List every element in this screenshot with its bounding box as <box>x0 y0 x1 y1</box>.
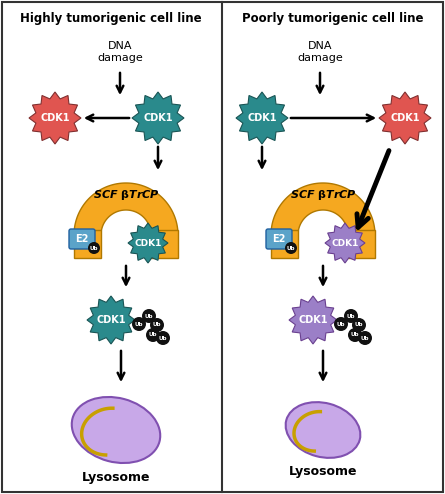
Text: Ub: Ub <box>153 323 161 328</box>
FancyBboxPatch shape <box>69 229 95 249</box>
Ellipse shape <box>286 402 360 458</box>
Text: Ub: Ub <box>355 323 363 328</box>
Polygon shape <box>271 183 375 233</box>
Text: Ub: Ub <box>145 314 153 319</box>
Polygon shape <box>348 231 375 258</box>
Text: Ub: Ub <box>347 314 355 319</box>
Text: Poorly tumorigenic cell line: Poorly tumorigenic cell line <box>242 11 424 25</box>
Text: CDK1: CDK1 <box>40 113 70 123</box>
Circle shape <box>352 318 366 332</box>
Text: Ub: Ub <box>149 332 157 337</box>
Text: Ub: Ub <box>361 335 369 340</box>
Text: E2: E2 <box>272 234 286 244</box>
Circle shape <box>88 242 100 254</box>
Text: CDK1: CDK1 <box>247 113 277 123</box>
Text: E2: E2 <box>75 234 89 244</box>
Polygon shape <box>132 92 184 144</box>
Polygon shape <box>29 92 81 144</box>
Circle shape <box>348 328 362 342</box>
Text: Lysosome: Lysosome <box>289 465 357 479</box>
Text: SCF $\bf{\beta}$TrCP: SCF $\bf{\beta}$TrCP <box>290 188 356 202</box>
Circle shape <box>146 328 160 342</box>
Text: DNA
damage: DNA damage <box>97 41 143 63</box>
Circle shape <box>156 331 170 345</box>
Text: CDK1: CDK1 <box>96 315 126 325</box>
FancyBboxPatch shape <box>266 229 292 249</box>
Polygon shape <box>379 92 431 144</box>
Polygon shape <box>289 296 337 344</box>
Text: Ub: Ub <box>135 322 143 327</box>
Polygon shape <box>236 92 288 144</box>
Text: Lysosome: Lysosome <box>82 471 150 485</box>
Circle shape <box>132 317 146 331</box>
Text: Ub: Ub <box>159 335 167 340</box>
Text: Highly tumorigenic cell line: Highly tumorigenic cell line <box>20 11 202 25</box>
Text: CDK1: CDK1 <box>143 113 173 123</box>
Circle shape <box>285 242 297 254</box>
Text: DNA
damage: DNA damage <box>297 41 343 63</box>
Text: Ub: Ub <box>287 246 295 250</box>
Text: CDK1: CDK1 <box>134 239 162 247</box>
Text: CDK1: CDK1 <box>298 315 328 325</box>
Polygon shape <box>325 223 365 263</box>
Text: SCF $\bf{\beta}$TrCP: SCF $\bf{\beta}$TrCP <box>93 188 159 202</box>
Polygon shape <box>128 223 168 263</box>
Text: Ub: Ub <box>351 332 359 337</box>
Polygon shape <box>271 231 298 258</box>
Polygon shape <box>74 183 178 233</box>
Polygon shape <box>151 231 178 258</box>
Text: CDK1: CDK1 <box>390 113 420 123</box>
Text: CDK1: CDK1 <box>332 239 359 247</box>
Ellipse shape <box>72 397 160 463</box>
Circle shape <box>142 309 156 323</box>
Circle shape <box>334 317 348 331</box>
Text: Ub: Ub <box>337 322 345 327</box>
Circle shape <box>150 318 164 332</box>
Text: Ub: Ub <box>90 246 98 250</box>
Polygon shape <box>74 231 101 258</box>
Circle shape <box>344 309 358 323</box>
Polygon shape <box>87 296 135 344</box>
Circle shape <box>358 331 372 345</box>
